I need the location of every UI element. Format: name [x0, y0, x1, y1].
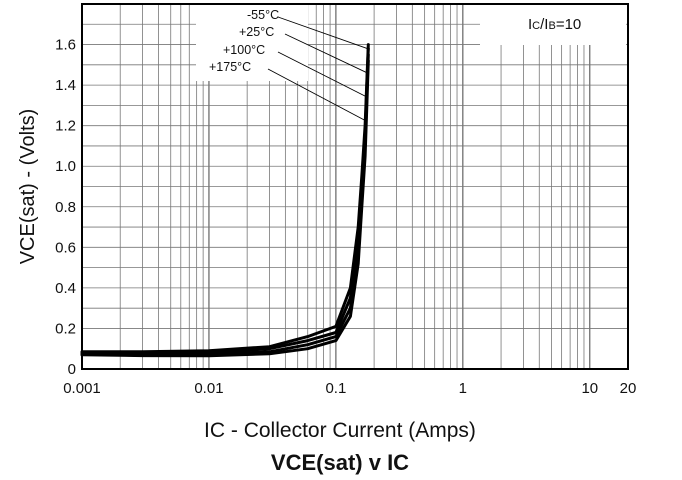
- plot-frame: [81, 3, 629, 370]
- x-tick-labels: 0.001 0.01 0.1 1 10 20: [63, 380, 636, 397]
- y-tick-label: 0.2: [55, 320, 76, 337]
- chart-title: VCE(sat) v IC: [271, 450, 409, 475]
- leader-line-0: [277, 16, 368, 50]
- annotation-box: [196, 5, 308, 81]
- y-tick-label: 1.2: [55, 118, 76, 135]
- x-tick-label: 1: [459, 380, 467, 397]
- y-tick-label: 1.4: [55, 77, 76, 94]
- y-tick-label: 1.0: [55, 158, 76, 175]
- series-label-1: +25°C: [239, 25, 274, 39]
- series-line-3: [80, 59, 370, 358]
- series-line-0: [80, 43, 370, 354]
- series-line-1: [80, 47, 370, 355]
- series-label-0: -55°C: [247, 8, 279, 22]
- x-tick-label: 0.001: [63, 380, 101, 397]
- y-tick-label: 0: [68, 361, 76, 378]
- x-tick-label: 0.01: [194, 380, 223, 397]
- annotations: -55°C +25°C +100°C +175°C IC/IB=10: [196, 5, 626, 123]
- x-tick-label: 10: [581, 380, 598, 397]
- leader-line-1: [284, 33, 368, 74]
- x-tick-label: 0.1: [325, 380, 346, 397]
- y-tick-label: 1.6: [55, 37, 76, 54]
- y-axis-label: VCE(sat) - (Volts): [17, 109, 39, 265]
- x-axis-label: IC - Collector Current (Amps): [204, 419, 476, 442]
- series-label-2: +100°C: [223, 43, 265, 57]
- y-tick-labels: 0 0.2 0.4 0.6 0.8 1.0 1.2 1.4 1.6: [55, 37, 76, 378]
- condition-box: [480, 5, 626, 45]
- series-label-3: +175°C: [209, 60, 251, 74]
- grid: [81, 4, 629, 369]
- leader-line-3: [267, 68, 368, 123]
- y-tick-label: 0.4: [55, 280, 76, 297]
- series-lines: [80, 43, 370, 358]
- x-tick-label: 20: [620, 380, 637, 397]
- condition-label: IC/IB=10: [528, 16, 581, 33]
- y-tick-label: 0.8: [55, 199, 76, 216]
- leader-line-2: [277, 51, 368, 98]
- y-tick-label: 0.6: [55, 239, 76, 256]
